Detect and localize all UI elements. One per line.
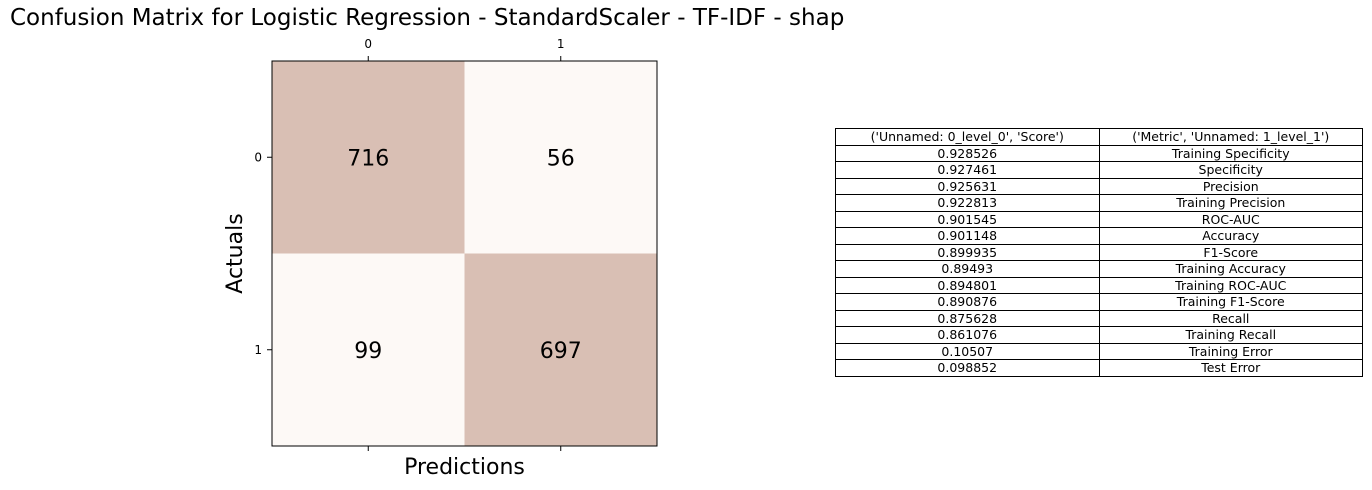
table-row: 0.875628 Recall (835, 309, 1363, 327)
table-row: 0.922813 Training Precision (835, 194, 1363, 212)
metric-cell: Test Error (1098, 359, 1363, 377)
matrix-cells: 716 56 99 697 (272, 61, 657, 446)
score-cell: 0.922813 (835, 194, 1100, 212)
x-tick-label-0: 0 (364, 37, 372, 51)
cell-value-0-0: 716 (347, 146, 389, 171)
score-cell: 0.89493 (835, 260, 1100, 278)
metric-cell: Training Accuracy (1098, 260, 1363, 278)
x-axis-label: Predictions (404, 455, 525, 480)
metric-cell: Training Specificity (1098, 144, 1363, 162)
table-row: 0.899935 F1-Score (835, 243, 1363, 261)
metric-cell: Recall (1098, 309, 1363, 327)
metric-cell: Training F1-Score (1098, 293, 1363, 311)
axis-ticks: 0 1 0 1 (254, 37, 565, 451)
matrix-cell-0-0 (272, 61, 465, 254)
score-cell: 0.894801 (835, 276, 1100, 294)
metric-cell: Specificity (1098, 161, 1363, 179)
metric-cell: Training ROC-AUC (1098, 276, 1363, 294)
matrix-cell-1-1 (464, 253, 657, 446)
score-cell: 0.901148 (835, 227, 1100, 245)
cell-value-1-0: 99 (354, 339, 382, 364)
header-score: ('Unnamed: 0_level_0', 'Score') (835, 128, 1100, 146)
plot-frame (271, 60, 658, 447)
score-cell: 0.927461 (835, 161, 1100, 179)
table-row: 0.861076 Training Recall (835, 326, 1363, 344)
y-tick-label-0: 0 (254, 150, 262, 164)
cell-value-1-1: 697 (540, 339, 582, 364)
score-cell: 0.901545 (835, 210, 1100, 228)
table-row: 0.894801 Training ROC-AUC (835, 276, 1363, 294)
score-cell: 0.10507 (835, 342, 1100, 360)
metrics-table: ('Unnamed: 0_level_0', 'Score') ('Metric… (835, 128, 1363, 377)
table-row: 0.928526 Training Specificity (835, 144, 1363, 162)
table-row: 0.890876 Training F1-Score (835, 293, 1363, 311)
metric-cell: Accuracy (1098, 227, 1363, 245)
score-cell: 0.925631 (835, 177, 1100, 195)
matrix-cell-0-1 (464, 61, 657, 254)
confusion-matrix: 716 56 99 697 0 1 0 1 Predictions Actuals (223, 37, 658, 480)
table-row: 0.927461 Specificity (835, 161, 1363, 179)
y-tick-label-1: 1 (254, 343, 262, 357)
score-cell: 0.875628 (835, 309, 1100, 327)
y-axis-label: Actuals (223, 213, 248, 293)
table-row: 0.89493 Training Accuracy (835, 260, 1363, 278)
score-cell: 0.098852 (835, 359, 1100, 377)
table-row: 0.901148 Accuracy (835, 227, 1363, 245)
metric-cell: ROC-AUC (1098, 210, 1363, 228)
cell-value-0-1: 56 (547, 146, 575, 171)
score-cell: 0.890876 (835, 293, 1100, 311)
chart-title: Confusion Matrix for Logistic Regression… (10, 5, 845, 31)
metric-cell: Training Precision (1098, 194, 1363, 212)
metric-cell: Training Error (1098, 342, 1363, 360)
score-cell: 0.928526 (835, 144, 1100, 162)
metric-cell: Training Recall (1098, 326, 1363, 344)
table-row: 0.10507 Training Error (835, 342, 1363, 360)
metric-cell: F1-Score (1098, 243, 1363, 261)
score-cell: 0.899935 (835, 243, 1100, 261)
x-tick-label-1: 1 (557, 37, 565, 51)
table-row: 0.098852 Test Error (835, 359, 1363, 377)
table-row: 0.901545 ROC-AUC (835, 210, 1363, 228)
table-header-row: ('Unnamed: 0_level_0', 'Score') ('Metric… (835, 128, 1363, 146)
score-cell: 0.861076 (835, 326, 1100, 344)
header-metric: ('Metric', 'Unnamed: 1_level_1') (1098, 128, 1363, 146)
matrix-cell-1-0 (272, 253, 465, 446)
metric-cell: Precision (1098, 177, 1363, 195)
table-row: 0.925631 Precision (835, 177, 1363, 195)
